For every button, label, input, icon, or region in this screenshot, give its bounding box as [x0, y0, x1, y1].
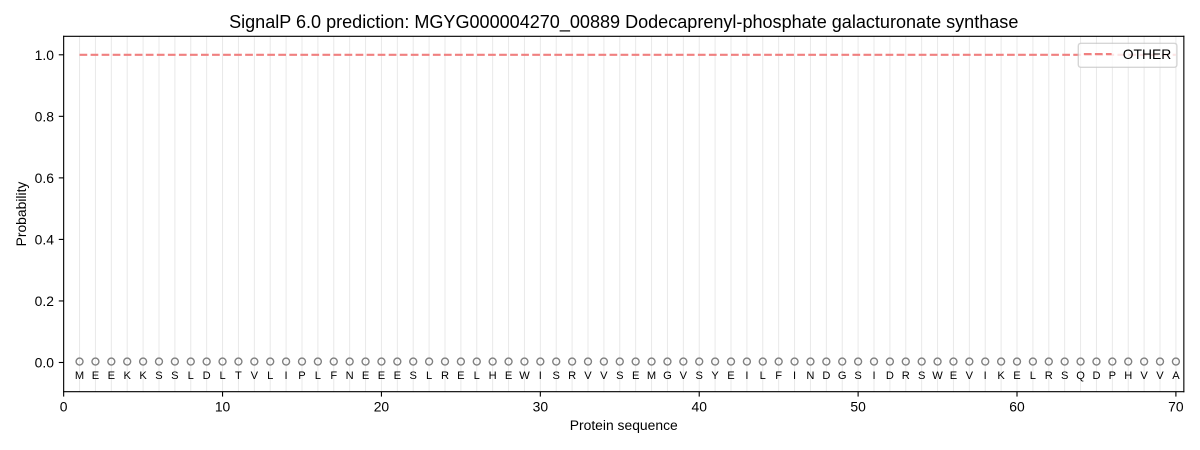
svg-text:E: E [727, 370, 734, 382]
svg-text:OTHER: OTHER [1123, 46, 1172, 62]
svg-text:A: A [1172, 370, 1180, 382]
svg-text:L: L [267, 370, 273, 382]
svg-text:I: I [872, 370, 875, 382]
svg-text:E: E [632, 370, 639, 382]
svg-text:V: V [680, 370, 688, 382]
svg-text:P: P [1109, 370, 1116, 382]
svg-text:E: E [1013, 370, 1020, 382]
svg-text:E: E [378, 370, 385, 382]
svg-text:L: L [426, 370, 432, 382]
svg-text:E: E [92, 370, 99, 382]
svg-text:E: E [108, 370, 115, 382]
svg-text:E: E [394, 370, 401, 382]
svg-text:I: I [793, 370, 796, 382]
svg-text:L: L [760, 370, 766, 382]
svg-text:70: 70 [1168, 399, 1184, 415]
svg-text:Y: Y [711, 370, 719, 382]
svg-text:D: D [1092, 370, 1100, 382]
svg-text:H: H [489, 370, 497, 382]
svg-text:0.4: 0.4 [35, 231, 55, 247]
svg-text:M: M [647, 370, 656, 382]
svg-text:V: V [584, 370, 592, 382]
svg-text:E: E [457, 370, 464, 382]
svg-text:0.0: 0.0 [35, 355, 55, 371]
svg-text:P: P [298, 370, 305, 382]
svg-text:N: N [806, 370, 814, 382]
svg-text:V: V [251, 370, 259, 382]
svg-text:20: 20 [374, 399, 390, 415]
svg-text:SignalP 6.0 prediction: MGYG00: SignalP 6.0 prediction: MGYG000004270_00… [229, 12, 1018, 33]
svg-text:R: R [1045, 370, 1053, 382]
svg-text:K: K [139, 370, 147, 382]
svg-text:S: S [155, 370, 162, 382]
svg-text:M: M [75, 370, 84, 382]
svg-text:S: S [616, 370, 623, 382]
svg-text:R: R [568, 370, 576, 382]
svg-text:K: K [997, 370, 1005, 382]
svg-text:E: E [950, 370, 957, 382]
svg-text:S: S [854, 370, 861, 382]
svg-text:L: L [219, 370, 225, 382]
svg-text:F: F [775, 370, 782, 382]
svg-text:I: I [285, 370, 288, 382]
svg-text:E: E [362, 370, 369, 382]
svg-text:10: 10 [215, 399, 231, 415]
svg-text:L: L [315, 370, 321, 382]
svg-text:D: D [822, 370, 830, 382]
svg-text:Protein sequence: Protein sequence [570, 417, 678, 433]
svg-text:50: 50 [850, 399, 866, 415]
svg-text:L: L [474, 370, 480, 382]
svg-text:V: V [1156, 370, 1164, 382]
svg-text:W: W [519, 370, 530, 382]
svg-text:G: G [838, 370, 847, 382]
svg-text:S: S [1061, 370, 1068, 382]
svg-text:L: L [188, 370, 194, 382]
svg-text:Q: Q [1076, 370, 1085, 382]
svg-text:F: F [330, 370, 337, 382]
svg-text:G: G [663, 370, 672, 382]
svg-text:S: S [410, 370, 417, 382]
svg-text:R: R [441, 370, 449, 382]
svg-text:S: S [171, 370, 178, 382]
svg-text:Probability: Probability [13, 182, 29, 247]
svg-text:0.6: 0.6 [35, 170, 55, 186]
svg-text:60: 60 [1009, 399, 1025, 415]
svg-text:H: H [1124, 370, 1132, 382]
svg-text:1.0: 1.0 [35, 47, 55, 63]
svg-text:T: T [235, 370, 242, 382]
svg-text:K: K [123, 370, 131, 382]
svg-text:S: S [918, 370, 925, 382]
svg-text:L: L [1030, 370, 1036, 382]
svg-text:D: D [886, 370, 894, 382]
svg-text:0.8: 0.8 [35, 108, 55, 124]
svg-text:30: 30 [533, 399, 549, 415]
svg-text:I: I [539, 370, 542, 382]
svg-text:40: 40 [692, 399, 708, 415]
svg-text:S: S [553, 370, 560, 382]
svg-text:N: N [346, 370, 354, 382]
svg-text:R: R [902, 370, 910, 382]
svg-text:0.2: 0.2 [35, 293, 55, 309]
svg-text:I: I [745, 370, 748, 382]
svg-text:V: V [600, 370, 608, 382]
svg-text:I: I [984, 370, 987, 382]
svg-text:E: E [505, 370, 512, 382]
svg-text:V: V [1140, 370, 1148, 382]
svg-text:V: V [966, 370, 974, 382]
svg-text:W: W [932, 370, 943, 382]
svg-text:S: S [696, 370, 703, 382]
svg-text:0: 0 [60, 399, 68, 415]
svg-text:D: D [203, 370, 211, 382]
